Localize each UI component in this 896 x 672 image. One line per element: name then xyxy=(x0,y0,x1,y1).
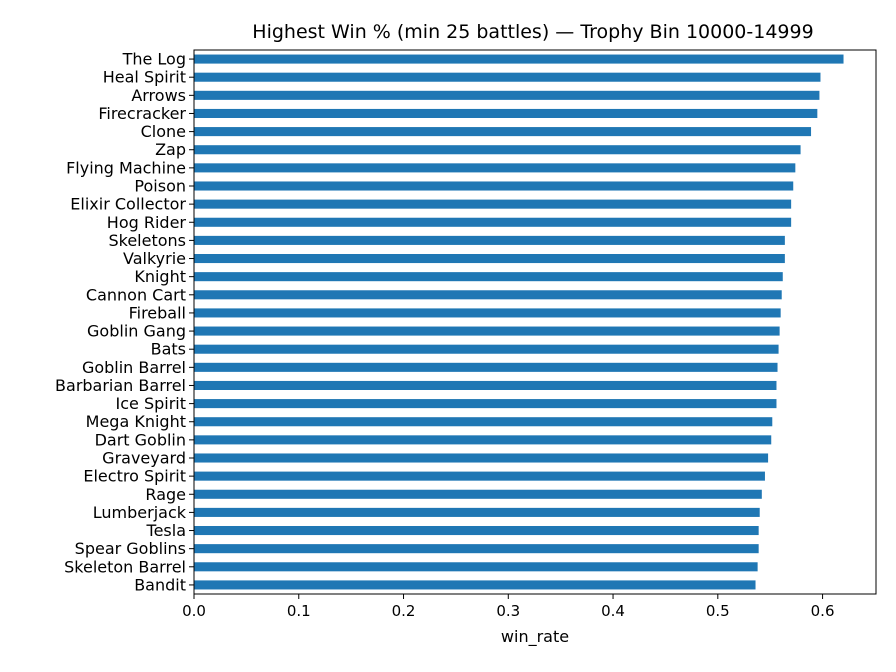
category-label: Lumberjack xyxy=(93,503,187,522)
bar xyxy=(194,507,760,517)
x-tick-label: 0.1 xyxy=(287,602,311,620)
bar xyxy=(194,471,765,481)
x-tick-label: 0.3 xyxy=(496,602,520,620)
category-label: Tesla xyxy=(146,521,186,540)
bar xyxy=(194,435,772,445)
category-label: Clone xyxy=(141,122,186,141)
category-label: Elixir Collector xyxy=(70,195,186,214)
bar xyxy=(194,127,812,137)
plot-frame xyxy=(193,49,877,595)
bar xyxy=(194,453,769,463)
bar xyxy=(194,272,783,282)
category-label: The Log xyxy=(122,50,186,69)
bar xyxy=(194,308,781,318)
category-label: Zap xyxy=(155,140,186,159)
bar xyxy=(194,580,756,590)
category-label: Cannon Cart xyxy=(86,285,186,304)
category-label: Firecracker xyxy=(98,104,186,123)
bar xyxy=(194,145,801,155)
category-label: Electro Spirit xyxy=(83,467,186,486)
x-axis-label: win_rate xyxy=(501,627,569,647)
x-tick-label: 0.0 xyxy=(182,602,206,620)
category-label: Fireball xyxy=(129,303,186,322)
category-label: Heal Spirit xyxy=(103,68,186,87)
category-label: Flying Machine xyxy=(66,158,186,177)
category-label: Skeletons xyxy=(108,231,186,250)
x-tick-label: 0.5 xyxy=(706,602,730,620)
category-label: Knight xyxy=(134,267,186,286)
bar xyxy=(194,181,794,191)
category-label: Hog Rider xyxy=(107,213,187,232)
category-label: Valkyrie xyxy=(123,249,186,268)
x-tick-label: 0.2 xyxy=(392,602,416,620)
bar xyxy=(194,489,762,499)
category-label: Dart Goblin xyxy=(95,430,186,449)
category-label: Spear Goblins xyxy=(75,539,186,558)
category-label: Mega Knight xyxy=(86,412,186,431)
bar xyxy=(194,217,792,227)
x-axis-ticks: 0.0 0.1 0.2 0.3 0.4 0.5 0.6 xyxy=(182,594,835,620)
category-label: Rage xyxy=(145,485,186,504)
bar xyxy=(194,544,759,554)
bar xyxy=(194,380,777,390)
category-label: Bandit xyxy=(134,575,186,594)
category-label: Poison xyxy=(134,177,186,196)
bar xyxy=(194,562,758,572)
bar xyxy=(194,344,779,354)
category-label: Goblin Gang xyxy=(87,322,186,341)
bar xyxy=(194,108,818,118)
category-label: Skeleton Barrel xyxy=(64,557,186,576)
bar xyxy=(194,362,778,372)
category-label: Goblin Barrel xyxy=(82,358,186,377)
category-label: Arrows xyxy=(131,86,186,105)
bar xyxy=(194,72,821,82)
category-label: Barbarian Barrel xyxy=(55,376,186,395)
category-label: Graveyard xyxy=(102,449,186,468)
bar xyxy=(194,399,777,409)
bar xyxy=(194,54,844,64)
bar xyxy=(194,254,785,264)
chart-title: Highest Win % (min 25 battles) — Trophy … xyxy=(252,21,813,43)
bar xyxy=(194,417,773,427)
category-label: Ice Spirit xyxy=(116,394,187,413)
bars-group xyxy=(194,54,844,590)
bar xyxy=(194,235,785,245)
bar xyxy=(194,90,820,100)
x-tick-label: 0.4 xyxy=(601,602,625,620)
category-label: Bats xyxy=(151,340,186,359)
bar xyxy=(194,199,792,209)
bar xyxy=(194,526,759,536)
bar xyxy=(194,326,780,336)
x-tick-label: 0.6 xyxy=(811,602,835,620)
bar xyxy=(194,290,782,300)
bar xyxy=(194,163,796,173)
